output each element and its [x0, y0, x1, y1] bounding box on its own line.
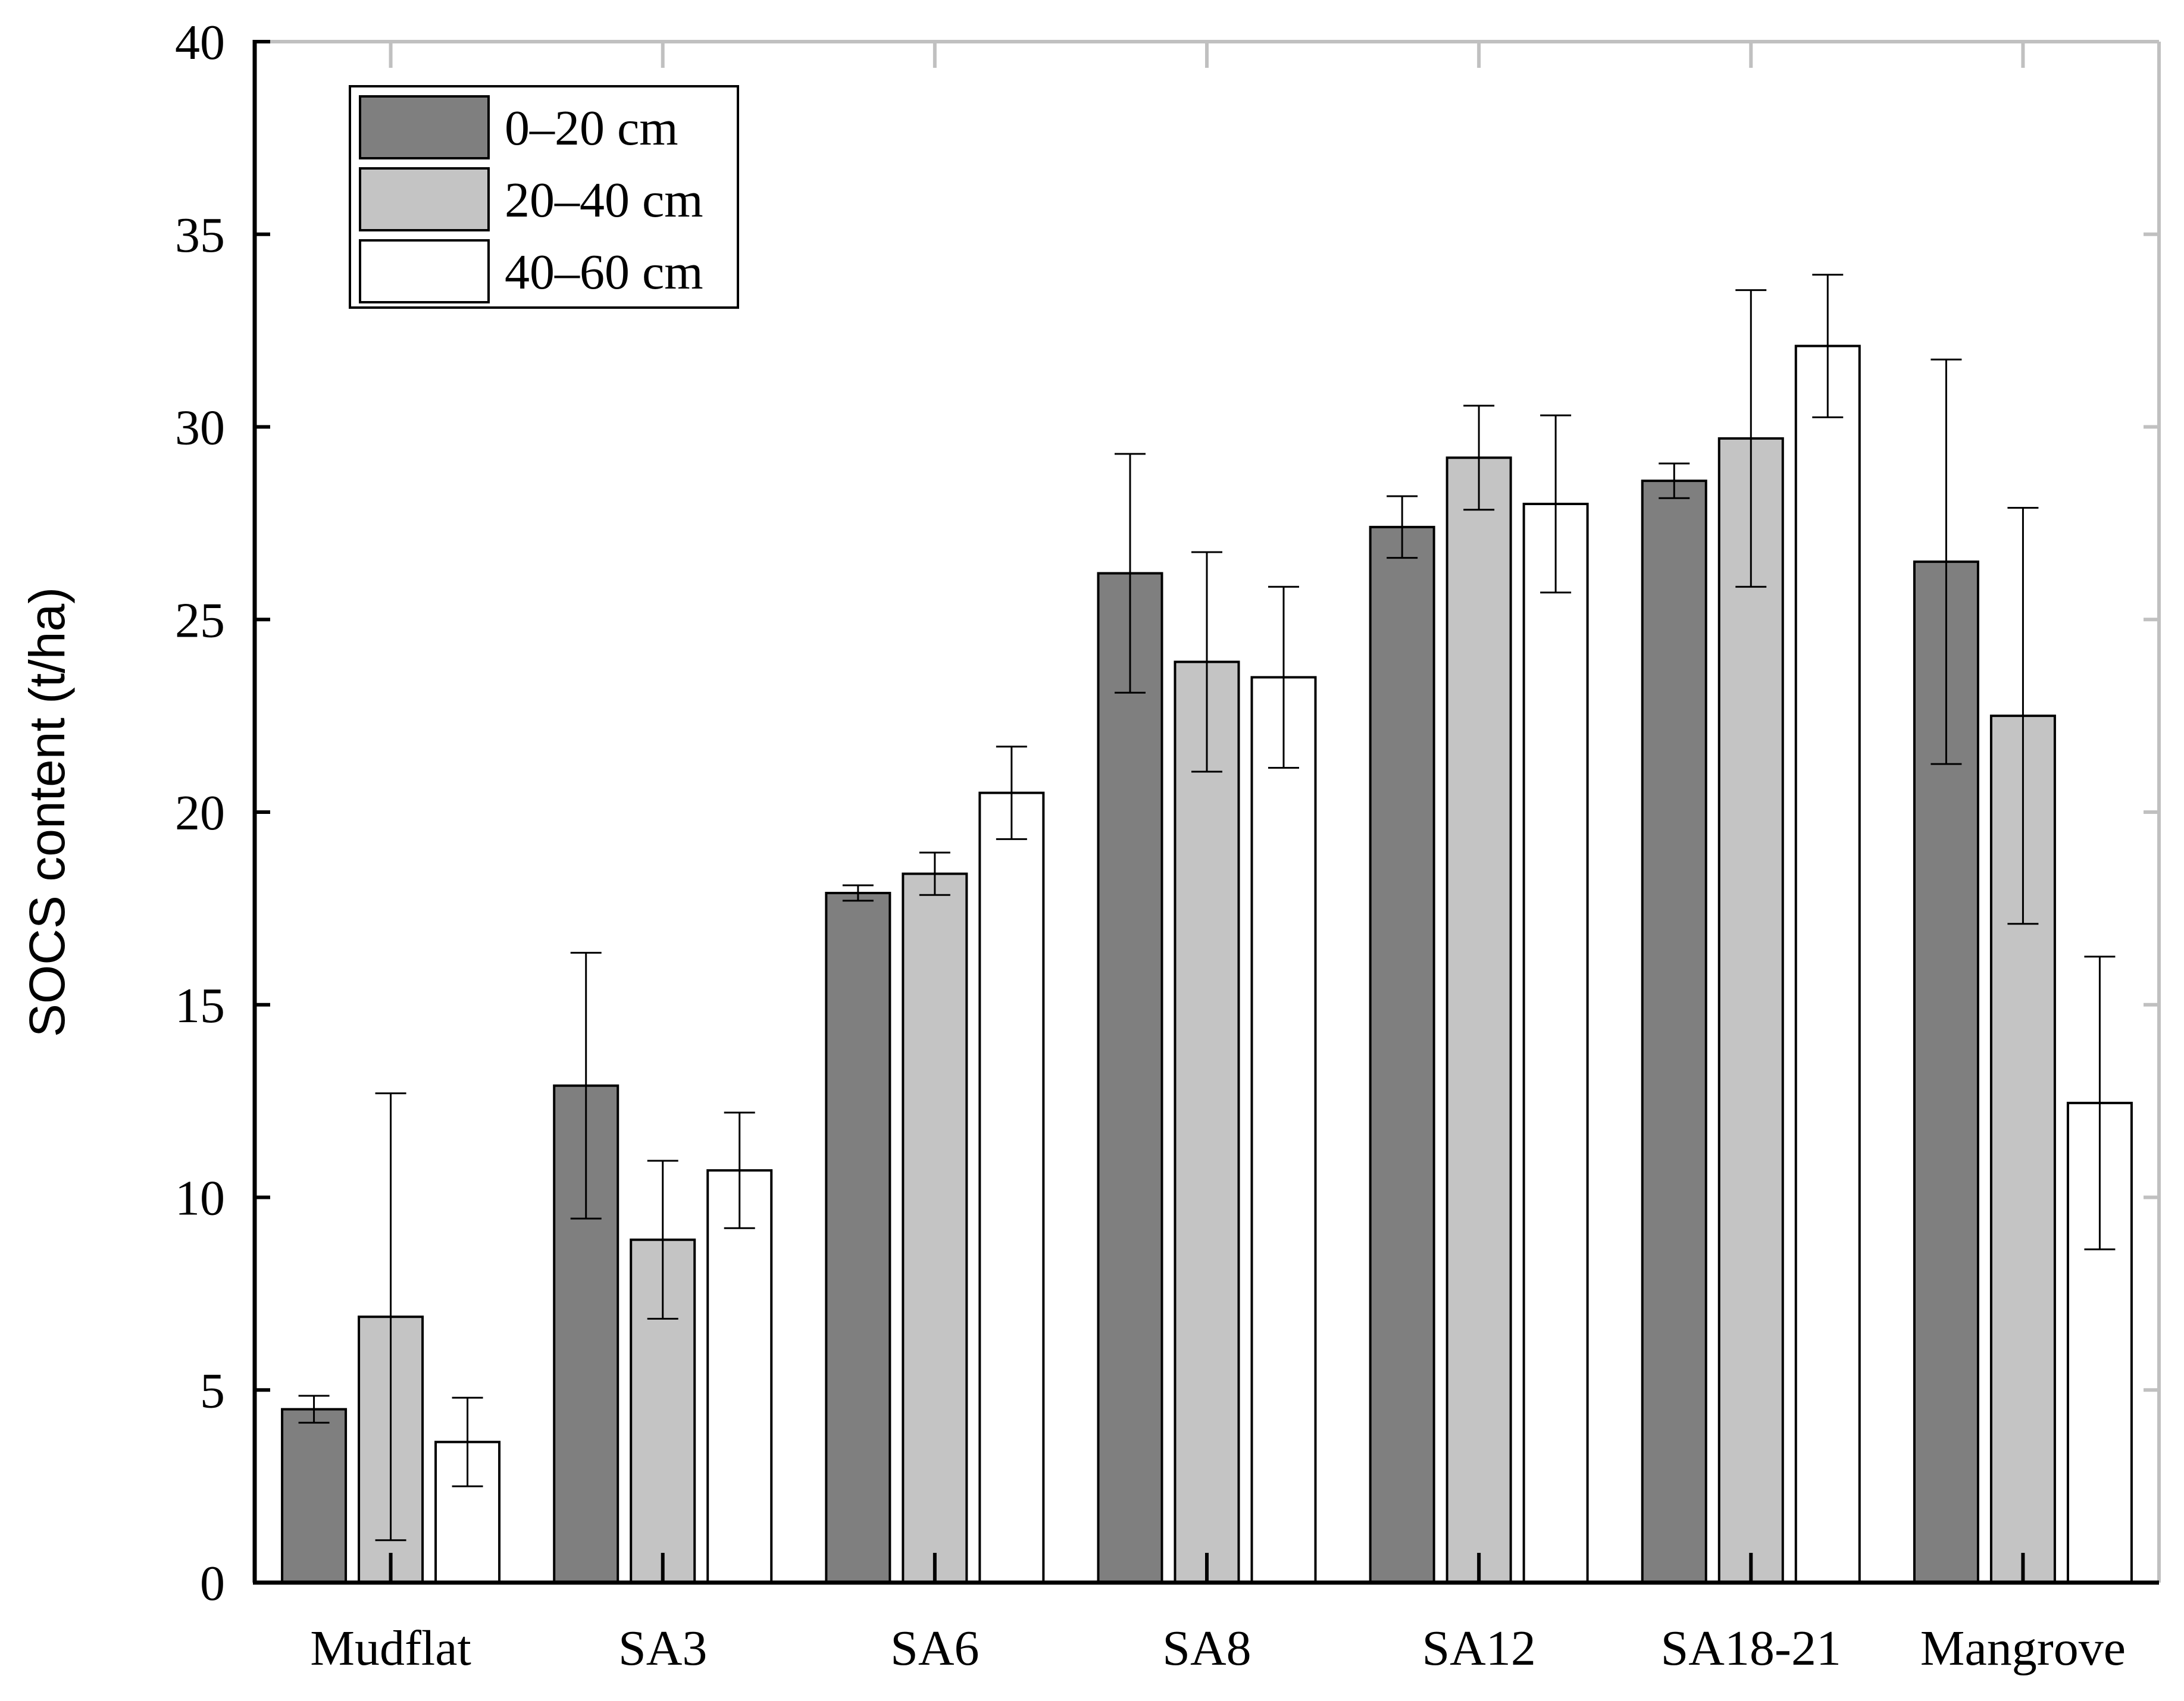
legend-label-s2: 20–40 cm — [505, 173, 703, 228]
bars-layer — [281, 344, 2133, 1584]
bar-sa8-s3 — [1250, 676, 1317, 1584]
x-tick-label-sa8: SA8 — [1162, 1621, 1251, 1676]
x-tick-label-sa3: SA3 — [618, 1621, 707, 1676]
y-tick-label: 40 — [175, 15, 225, 70]
x-tick-label-sa6: SA6 — [890, 1621, 979, 1676]
legend-swatch-s2 — [359, 167, 490, 231]
bar-sa12-s1 — [1369, 525, 1435, 1584]
y-tick-label: 5 — [200, 1363, 225, 1418]
y-tick-label: 30 — [175, 400, 225, 456]
bar-sa3-s3 — [706, 1169, 773, 1584]
axes-layer: 0 5 10 15 20 25 30 35 40 Mudflat SA3 SA6 SA8 SA12 SA18… — [175, 15, 2159, 1676]
y-tick-label: 0 — [200, 1556, 225, 1611]
bar-sa6-s1 — [825, 891, 891, 1584]
y-axis-title: SOCS content (t/ha) — [19, 587, 75, 1037]
x-tick-label-mangrove: Mangrove — [1920, 1621, 2126, 1676]
bar-sa12-s2 — [1445, 456, 1512, 1584]
bar-mudflat-s1 — [281, 1408, 348, 1584]
legend-label-s3: 40–60 cm — [505, 245, 703, 300]
bar-sa18-21-s3 — [1794, 344, 1861, 1584]
bar-sa18-21-s2 — [1717, 437, 1784, 1584]
legend-label-s1: 0–20 cm — [505, 101, 678, 156]
bar-sa8-s2 — [1174, 660, 1240, 1584]
y-tick-label: 35 — [175, 208, 225, 263]
bar-sa6-s3 — [978, 791, 1045, 1584]
y-tick-label: 15 — [175, 978, 225, 1033]
legend-swatch-s3 — [359, 239, 490, 303]
x-tick-label-sa12: SA12 — [1422, 1621, 1535, 1676]
y-tick-label: 10 — [175, 1171, 225, 1226]
legend-swatch-s1 — [359, 95, 490, 159]
error-bars-layer — [298, 274, 2116, 1542]
legend: 0–20 cm 20–40 cm 40–60 cm — [349, 85, 739, 309]
bar-sa6-s2 — [902, 872, 968, 1584]
x-tick-label-mudflat: Mudflat — [310, 1621, 471, 1676]
bar-sa12-s3 — [1522, 503, 1589, 1584]
x-tick-label-sa18-21: SA18-21 — [1661, 1621, 1841, 1676]
bar-sa18-21-s1 — [1641, 480, 1707, 1584]
bar-sa8-s1 — [1097, 572, 1163, 1584]
y-tick-label: 20 — [175, 785, 225, 841]
y-tick-label: 25 — [175, 593, 225, 648]
